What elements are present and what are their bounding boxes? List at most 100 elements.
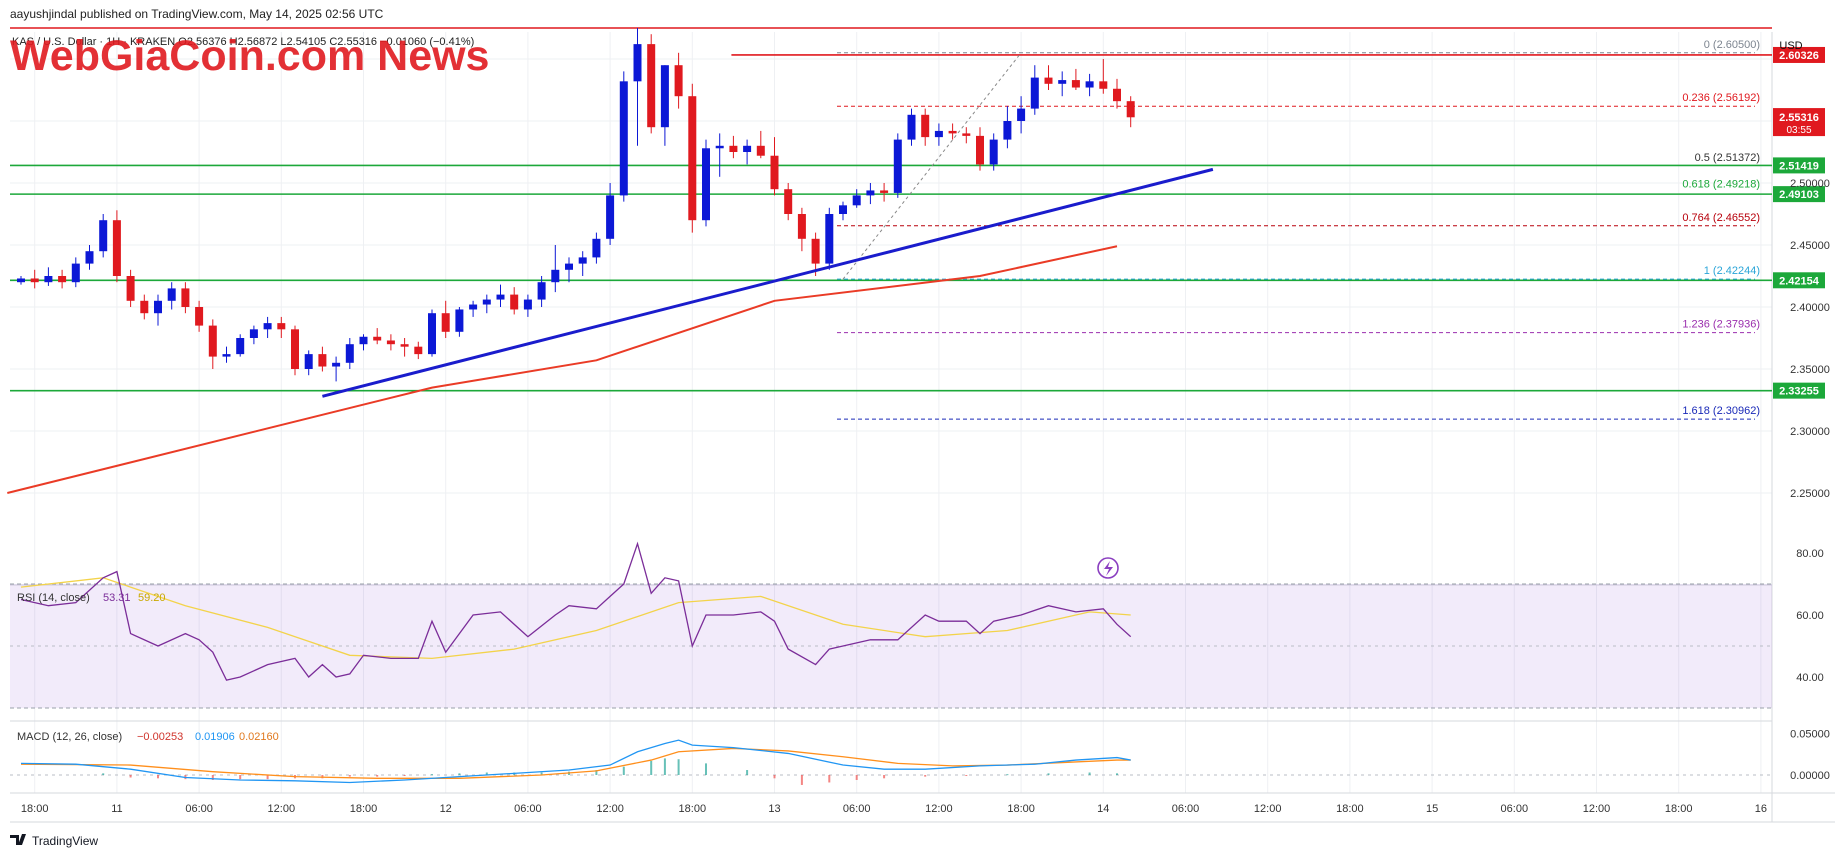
macd-hist-bar: [677, 759, 680, 775]
macd-hist-bar: [1088, 772, 1091, 775]
level-price-text: 2.49103: [1779, 189, 1819, 201]
fib-level-label: 0.618 (2.49218): [1682, 179, 1760, 191]
macd-tick-label: 0.00000: [1790, 770, 1830, 782]
macd-hist-bar: [650, 760, 653, 775]
candle-body: [715, 145, 724, 149]
candle-body: [1058, 80, 1067, 84]
time-tick-label: 11: [111, 803, 122, 815]
candle-body: [71, 263, 80, 283]
candle-body: [1044, 77, 1053, 84]
candle-body: [345, 344, 354, 363]
price-tick-label: 2.30000: [1790, 426, 1830, 438]
macd-hist-bar: [157, 775, 159, 779]
fib-level-label: 0.764 (2.46552): [1682, 212, 1760, 224]
candle-body: [756, 145, 765, 156]
currency-label[interactable]: USD: [1779, 40, 1802, 52]
time-tick-label: 12:00: [596, 803, 624, 815]
replay-icon[interactable]: [1097, 557, 1119, 579]
time-tick-label: 12:00: [1254, 803, 1282, 815]
candle-body: [441, 313, 450, 332]
candle-body: [386, 340, 395, 345]
macd-hist-bar: [376, 775, 379, 777]
fib-diagonal: [842, 52, 1022, 280]
level-price-tag: [1773, 382, 1825, 399]
time-tick-label: 14: [1097, 803, 1109, 815]
candle-body: [414, 346, 423, 355]
candle-body: [99, 220, 108, 252]
level-price-tag: [1773, 272, 1825, 289]
macd-hist-bar: [348, 775, 351, 777]
candle-body: [688, 96, 697, 221]
last-price-text: 2.55316: [1779, 112, 1819, 124]
time-tick-label: 06:00: [1172, 803, 1200, 815]
time-tick-label: 18:00: [21, 803, 49, 815]
resistance-price-text: 2.60326: [1779, 50, 1819, 62]
macd-hist-bar: [266, 775, 269, 780]
macd-hist-bar: [1047, 773, 1050, 775]
fibonacci-retracement: 0 (2.60500) 0.236 (2.56192) 0.5 (2.51372) 0…: [837, 39, 1760, 420]
candle-body: [537, 282, 546, 300]
candle-body: [784, 189, 793, 214]
candle-body: [811, 238, 820, 264]
time-tick-label: 12:00: [1583, 803, 1611, 815]
candle-body: [112, 220, 121, 276]
candle-body: [948, 130, 957, 134]
candle-body: [551, 269, 560, 283]
time-tick-label: 18:00: [350, 803, 378, 815]
price-axis[interactable]: 2.25000 2.30000 2.35000 2.40000 2.45000 2.500…: [1790, 178, 1830, 500]
rsi-panel: 40.00 60.00 80.00 RSI (14, close) 53.31 59.20: [10, 541, 1824, 709]
macd-value: 0.01906: [195, 731, 235, 743]
candle-body: [647, 44, 656, 128]
candle-body: [797, 214, 806, 239]
support-trend-line: [322, 167, 1214, 398]
candle-body: [496, 294, 505, 300]
candle-body: [1030, 77, 1039, 109]
price-grid: [10, 32, 1772, 793]
fib-level-label: 1 (2.42244): [1704, 265, 1760, 277]
candle-body: [729, 145, 738, 152]
rsi-ma-line: [20, 577, 1131, 660]
rsi-band: [10, 584, 1772, 708]
candlesticks: [17, 28, 1135, 382]
time-axis[interactable]: 18:00 11 06:00 12:00 18:00 12 06:00 12:00 18:00 1…: [21, 803, 1767, 815]
macd-signal-value: 0.02160: [239, 731, 279, 743]
time-tick-label: 06:00: [185, 803, 213, 815]
candle-body: [839, 205, 847, 214]
time-tick-label: 15: [1426, 803, 1438, 815]
time-tick-label: 18:00: [679, 803, 707, 815]
rsi-value: 53.31: [103, 592, 131, 604]
candle-body: [482, 299, 491, 305]
candle-body: [866, 190, 875, 196]
candle-body: [455, 309, 464, 332]
candle-body: [249, 329, 258, 338]
price-tick-label: 2.35000: [1790, 364, 1830, 376]
rsi-tick-label: 40.00: [1796, 672, 1824, 684]
moving-average: [7, 245, 1118, 494]
publisher-line: aayushjindal published on TradingView.co…: [10, 7, 384, 21]
macd-hist-bar: [458, 773, 461, 775]
candle-body: [263, 323, 272, 330]
macd-panel: 0.00000 0.05000 MACD (12, 26, close) −0.002…: [10, 729, 1830, 785]
macd-hist-bar: [485, 772, 488, 775]
tradingview-logo[interactable]: TradingView: [10, 834, 98, 848]
rsi-line: [20, 541, 1132, 681]
symbol-ohlc-line: KAS / U.S. Dollar · 1H · KRAKEN O2.56376…: [12, 36, 474, 48]
time-tick-label: 18:00: [1665, 803, 1693, 815]
candle-body: [222, 354, 231, 357]
candle-body: [332, 362, 341, 367]
candle-body: [592, 238, 601, 258]
candle-body: [976, 135, 984, 165]
macd-hist-bar: [883, 775, 886, 779]
resistance-price-tag: [1773, 46, 1825, 63]
time-tick-label: 13: [768, 803, 780, 815]
macd-hist-bar: [1116, 773, 1118, 775]
candle-body: [565, 263, 573, 270]
candle-body: [30, 278, 39, 283]
countdown-text: 03:55: [1786, 125, 1811, 136]
horizontal-levels: 2.51419 2.49103 2.42154 2.33255 2.60326 2.553…: [10, 27, 1825, 399]
macd-line: [20, 739, 1131, 784]
price-tick-label: 2.45000: [1790, 240, 1830, 252]
candle-body: [167, 288, 176, 301]
